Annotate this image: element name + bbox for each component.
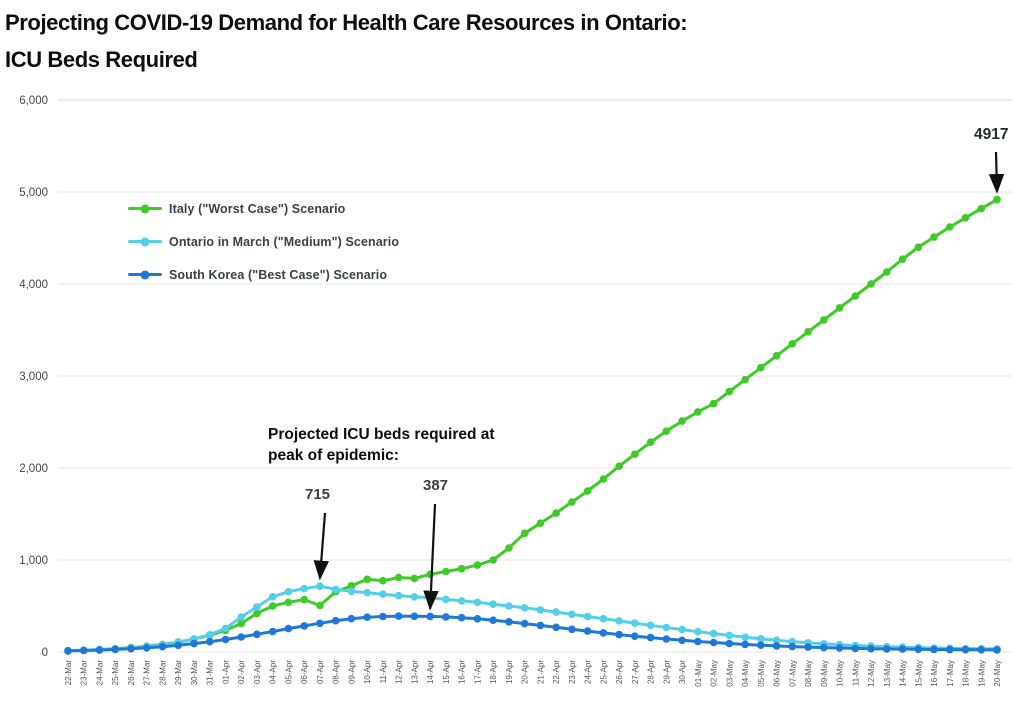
legend-item-worst-case: Italy ("Worst Case") Scenario <box>128 192 399 225</box>
svg-text:13-Apr: 13-Apr <box>410 660 419 684</box>
svg-text:15-May: 15-May <box>914 660 923 687</box>
legend-line-marker-cyan <box>128 237 162 246</box>
svg-text:25-Apr: 25-Apr <box>599 660 608 684</box>
svg-text:06-May: 06-May <box>773 660 782 687</box>
svg-text:09-Apr: 09-Apr <box>347 660 356 684</box>
gridlines <box>58 99 1012 653</box>
svg-text:2,000: 2,000 <box>19 463 48 475</box>
svg-text:4,000: 4,000 <box>19 279 48 291</box>
svg-text:6,000: 6,000 <box>19 95 48 107</box>
chart-title-line1: Projecting COVID-19 Demand for Health Ca… <box>5 10 688 35</box>
svg-text:19-May: 19-May <box>977 660 986 687</box>
svg-text:04-Apr: 04-Apr <box>269 660 278 684</box>
medium-peak-value: 715 <box>305 486 331 503</box>
svg-text:27-Apr: 27-Apr <box>631 660 640 684</box>
svg-text:07-May: 07-May <box>788 660 797 687</box>
svg-text:02-Apr: 02-Apr <box>237 660 246 684</box>
svg-text:28-Mar: 28-Mar <box>158 660 167 686</box>
legend-item-medium: Ontario in March ("Medium") Scenario <box>128 225 399 258</box>
legend-item-best-case: South Korea ("Best Case") Scenario <box>128 258 399 291</box>
svg-text:11-Apr: 11-Apr <box>379 660 388 684</box>
svg-text:15-Apr: 15-Apr <box>442 660 451 684</box>
svg-text:17-Apr: 17-Apr <box>473 660 482 684</box>
annotation-arrow-387 <box>423 503 439 611</box>
series-2 <box>64 612 1001 655</box>
peak-note-line1: Projected ICU beds required at <box>268 426 495 443</box>
svg-text:03-May: 03-May <box>725 660 734 687</box>
legend-line-marker-blue <box>128 270 162 279</box>
annotation-arrow-4917 <box>988 151 1005 194</box>
svg-text:11-May: 11-May <box>851 660 860 686</box>
svg-text:08-Apr: 08-Apr <box>332 660 341 684</box>
svg-text:10-Apr: 10-Apr <box>363 660 372 684</box>
svg-text:23-Apr: 23-Apr <box>568 660 577 684</box>
svg-text:1,000: 1,000 <box>19 555 48 567</box>
svg-text:14-Apr: 14-Apr <box>426 660 435 684</box>
legend-line-marker-green <box>128 204 162 213</box>
svg-text:18-Apr: 18-Apr <box>489 660 498 684</box>
svg-text:25-Mar: 25-Mar <box>111 660 120 686</box>
svg-text:03-Apr: 03-Apr <box>253 660 262 684</box>
svg-text:12-Apr: 12-Apr <box>395 660 404 684</box>
chart-title: Projecting COVID-19 Demand for Health Ca… <box>5 4 688 78</box>
svg-text:30-Mar: 30-Mar <box>190 660 199 686</box>
svg-text:27-Mar: 27-Mar <box>143 660 152 686</box>
svg-text:01-May: 01-May <box>694 660 703 687</box>
svg-text:16-May: 16-May <box>930 660 939 687</box>
svg-text:29-Apr: 29-Apr <box>662 660 671 684</box>
svg-text:26-Mar: 26-Mar <box>127 660 136 686</box>
svg-text:02-May: 02-May <box>710 660 719 687</box>
svg-text:24-Mar: 24-Mar <box>95 660 104 686</box>
svg-text:20-Apr: 20-Apr <box>521 660 530 684</box>
svg-text:14-May: 14-May <box>899 660 908 687</box>
svg-text:04-May: 04-May <box>741 660 750 687</box>
svg-text:23-Mar: 23-Mar <box>80 660 89 686</box>
svg-text:26-Apr: 26-Apr <box>615 660 624 684</box>
svg-text:22-Mar: 22-Mar <box>64 660 73 686</box>
svg-text:31-Mar: 31-Mar <box>206 660 215 686</box>
legend-label-worst-case: Italy ("Worst Case") Scenario <box>169 201 346 216</box>
svg-text:10-May: 10-May <box>836 660 845 687</box>
best-peak-value: 387 <box>423 477 449 494</box>
y-axis-labels: 6,000 5,000 4,000 3,000 2,000 1,000 0 <box>19 95 48 659</box>
svg-text:22-Apr: 22-Apr <box>552 660 561 684</box>
svg-text:30-Apr: 30-Apr <box>678 660 687 684</box>
svg-text:18-May: 18-May <box>962 660 971 687</box>
svg-text:01-Apr: 01-Apr <box>221 660 230 684</box>
svg-text:07-Apr: 07-Apr <box>316 660 325 684</box>
svg-text:08-May: 08-May <box>804 660 813 687</box>
svg-text:20-May: 20-May <box>993 660 1002 687</box>
legend-label-best-case: South Korea ("Best Case") Scenario <box>169 267 388 282</box>
svg-text:06-Apr: 06-Apr <box>300 660 309 684</box>
legend-label-medium: Ontario in March ("Medium") Scenario <box>169 234 400 249</box>
worst-final-value: 4917 <box>974 126 1009 143</box>
chart-title-line2: ICU Beds Required <box>5 47 198 72</box>
svg-text:16-Apr: 16-Apr <box>458 660 467 684</box>
x-axis-labels: 22-Mar 23-Mar 24-Mar 25-Mar 26-Mar 27-Mar 28-M… <box>64 660 1002 687</box>
svg-text:3,000: 3,000 <box>19 371 48 383</box>
svg-text:24-Apr: 24-Apr <box>584 660 593 684</box>
svg-text:09-May: 09-May <box>820 660 829 687</box>
svg-text:21-Apr: 21-Apr <box>536 660 545 684</box>
svg-text:0: 0 <box>42 647 48 659</box>
svg-text:05-May: 05-May <box>757 660 766 687</box>
svg-text:12-May: 12-May <box>867 660 876 687</box>
peak-note-line2: peak of epidemic: <box>268 447 399 464</box>
svg-text:17-May: 17-May <box>946 660 955 687</box>
annotation-arrow-715 <box>313 512 329 581</box>
svg-text:19-Apr: 19-Apr <box>505 660 514 684</box>
chart-legend: Italy ("Worst Case") Scenario Ontario in… <box>128 192 399 291</box>
peak-note: Projected ICU beds required at peak of e… <box>268 424 495 466</box>
svg-text:5,000: 5,000 <box>19 187 48 199</box>
svg-text:29-Mar: 29-Mar <box>174 660 183 686</box>
svg-text:05-Apr: 05-Apr <box>284 660 293 684</box>
svg-text:28-Apr: 28-Apr <box>647 660 656 684</box>
svg-text:13-May: 13-May <box>883 660 892 687</box>
